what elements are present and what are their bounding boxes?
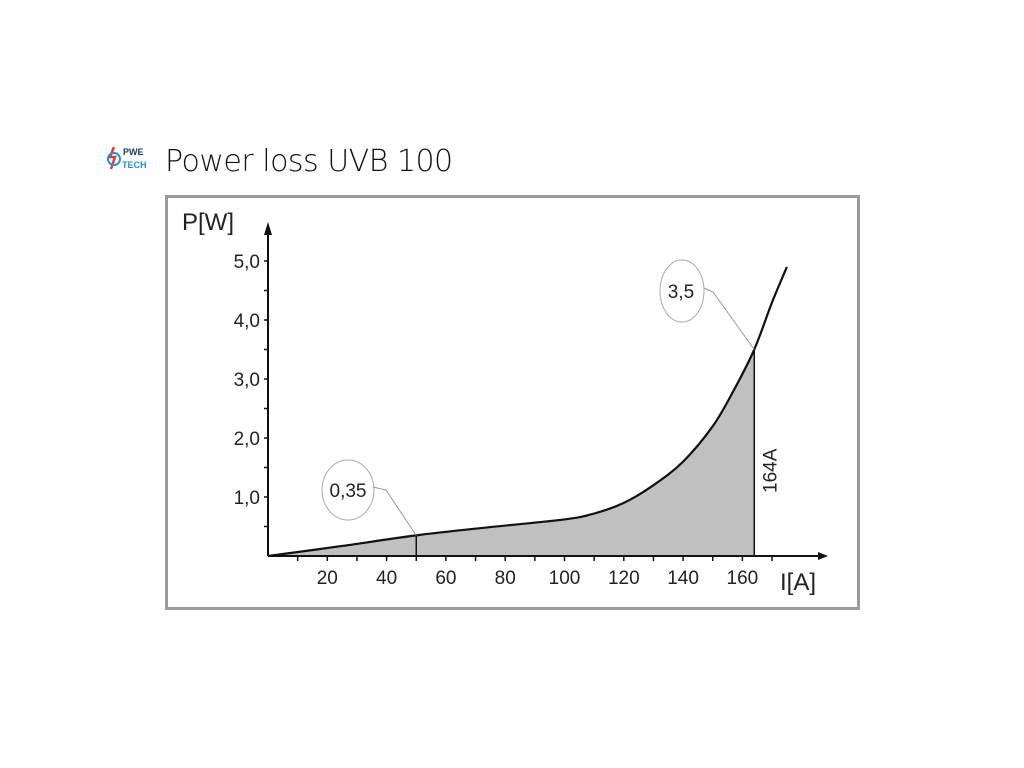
- annotation-label: 3,5: [668, 282, 694, 303]
- annotation-label: 164A: [760, 448, 781, 493]
- annotation-leader: [703, 287, 755, 350]
- x-tick-label: 40: [376, 568, 397, 589]
- y-tick-label: 1,0: [234, 488, 260, 509]
- power-loss-curve: [267, 266, 788, 558]
- annotation-leader: [372, 486, 417, 536]
- pwe-tech-logo: PWE TECH: [107, 146, 147, 170]
- x-tick-label: 140: [667, 568, 699, 589]
- shaded-area: [268, 349, 755, 556]
- y-tick-label: 2,0: [234, 429, 260, 450]
- annotation-bubble: [321, 459, 375, 521]
- svg-text:PWE: PWE: [123, 147, 144, 157]
- x-tick-label: 120: [608, 568, 640, 589]
- y-tick-label: 4,0: [234, 311, 260, 332]
- page-title: Power loss UVB 100: [165, 144, 453, 179]
- annotation-bubble: [659, 259, 705, 323]
- y-axis-arrow-icon: [264, 222, 272, 235]
- x-tick-label: 100: [549, 568, 581, 589]
- y-tick-label: 3,0: [234, 370, 260, 391]
- annotation-label: 0,35: [330, 481, 367, 502]
- x-axis-arrow-icon: [818, 552, 828, 560]
- x-tick-label: 160: [727, 568, 759, 589]
- x-axis-label: I[A]: [780, 569, 816, 596]
- svg-text:TECH: TECH: [122, 160, 147, 170]
- power-loss-chart: 20 40 60 80 100 120 140 160 1,0 2,0 3,0 4,0 5,0 I[A] P…: [182, 209, 828, 596]
- y-tick-label: 5,0: [234, 252, 260, 273]
- x-tick-label: 20: [317, 568, 338, 589]
- x-tick-label: 60: [435, 568, 456, 589]
- y-axis-label: P[W]: [182, 209, 234, 236]
- chart-frame: 20 40 60 80 100 120 140 160 1,0 2,0 3,0 4,0 5,0 I[A] P…: [165, 195, 860, 610]
- x-tick-label: 80: [495, 568, 516, 589]
